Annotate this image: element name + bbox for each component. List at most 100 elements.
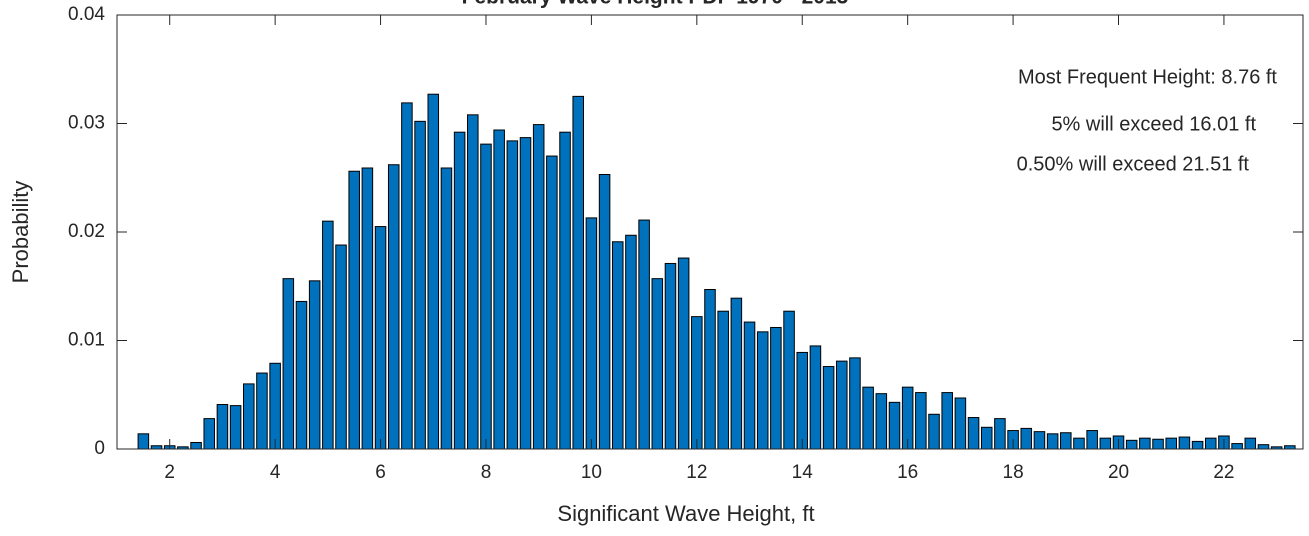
- bar: [796, 351, 809, 450]
- bar: [1152, 438, 1164, 450]
- annotation: 5% will exceed 16.01 ft: [1051, 113, 1256, 135]
- bar: [651, 278, 664, 450]
- bar: [888, 401, 901, 450]
- y-tick-label: 0.01: [68, 330, 105, 351]
- bar: [335, 244, 347, 450]
- bar: [387, 164, 400, 450]
- bar: [967, 417, 980, 450]
- bar: [361, 167, 374, 450]
- bar: [677, 257, 690, 450]
- bar: [664, 262, 677, 450]
- bar: [1033, 431, 1046, 450]
- bar: [532, 124, 545, 450]
- bar: [611, 241, 624, 450]
- bar: [519, 137, 532, 450]
- bar: [1244, 437, 1257, 450]
- bar: [1165, 437, 1177, 450]
- x-tick-label: 6: [375, 462, 386, 483]
- bar: [190, 441, 202, 450]
- y-tick-label: 0: [94, 438, 105, 459]
- bar: [243, 383, 255, 450]
- bar: [348, 170, 360, 450]
- bar: [203, 418, 216, 450]
- bar: [770, 326, 782, 450]
- bar: [638, 219, 650, 450]
- bar: [941, 392, 953, 450]
- bar: [1231, 443, 1243, 450]
- bar: [822, 366, 835, 450]
- bar: [849, 357, 861, 450]
- bar: [704, 289, 716, 450]
- bar: [994, 418, 1006, 450]
- bar: [1020, 427, 1033, 450]
- bar: [691, 316, 703, 450]
- bar: [1204, 437, 1217, 450]
- bar: [493, 129, 505, 450]
- bar: [427, 93, 440, 450]
- bar: [928, 413, 940, 450]
- y-axis-label: Probability: [8, 181, 33, 284]
- x-tick-label: 22: [1213, 462, 1234, 483]
- bar: [1178, 436, 1191, 450]
- bar: [1086, 430, 1098, 450]
- bar: [836, 360, 848, 450]
- bar: [809, 345, 822, 450]
- bar: [585, 217, 598, 450]
- bar: [1125, 439, 1138, 450]
- x-tick-label: 10: [581, 462, 602, 483]
- bar: [915, 392, 927, 450]
- bar: [282, 278, 295, 450]
- bar: [717, 310, 729, 450]
- bar: [598, 173, 611, 450]
- x-tick-label: 2: [164, 462, 175, 483]
- bar: [954, 397, 967, 450]
- bar: [137, 433, 150, 450]
- x-tick-label: 18: [1003, 462, 1024, 483]
- bar: [440, 167, 453, 450]
- bar: [862, 386, 874, 450]
- bar: [295, 300, 308, 450]
- bar: [1046, 433, 1059, 450]
- bar: [783, 310, 795, 450]
- x-tick-label: 8: [481, 462, 492, 483]
- chart-title: February Wave Height PDF 1970 - 2013: [462, 0, 849, 9]
- bar: [546, 155, 558, 450]
- bar: [980, 426, 993, 450]
- bar: [1257, 444, 1270, 450]
- bar: [308, 280, 321, 450]
- x-tick-label: 14: [792, 462, 814, 483]
- bar: [1191, 440, 1204, 450]
- y-tick-label: 0.03: [68, 113, 105, 134]
- bar: [269, 362, 281, 450]
- bar: [467, 114, 479, 450]
- y-tick-label: 0.04: [68, 4, 105, 25]
- bar: [480, 143, 492, 450]
- bar: [743, 321, 756, 450]
- bar: [256, 372, 268, 450]
- bar: [1060, 432, 1072, 450]
- bar: [401, 102, 413, 450]
- bar: [756, 331, 769, 450]
- bar: [625, 234, 637, 450]
- x-tick-label: 20: [1108, 462, 1129, 483]
- annotation: 0.50% will exceed 21.51 ft: [1017, 153, 1250, 175]
- bar: [1099, 437, 1112, 450]
- x-tick-label: 4: [270, 462, 281, 483]
- bar: [506, 140, 519, 450]
- x-tick-label: 16: [897, 462, 918, 483]
- bar: [875, 393, 888, 450]
- annotation: Most Frequent Height: 8.76 ft: [1018, 66, 1277, 88]
- bar: [1139, 437, 1151, 450]
- x-axis-label: Significant Wave Height, ft: [557, 501, 814, 526]
- bar: [1073, 437, 1085, 450]
- bar: [730, 297, 743, 450]
- x-tick-label: 12: [686, 462, 707, 483]
- bar: [559, 131, 571, 450]
- bar: [374, 226, 387, 450]
- bar: [453, 131, 466, 450]
- bar: [414, 120, 426, 450]
- bar: [216, 404, 229, 450]
- bar: [322, 220, 334, 450]
- bar: [572, 95, 584, 450]
